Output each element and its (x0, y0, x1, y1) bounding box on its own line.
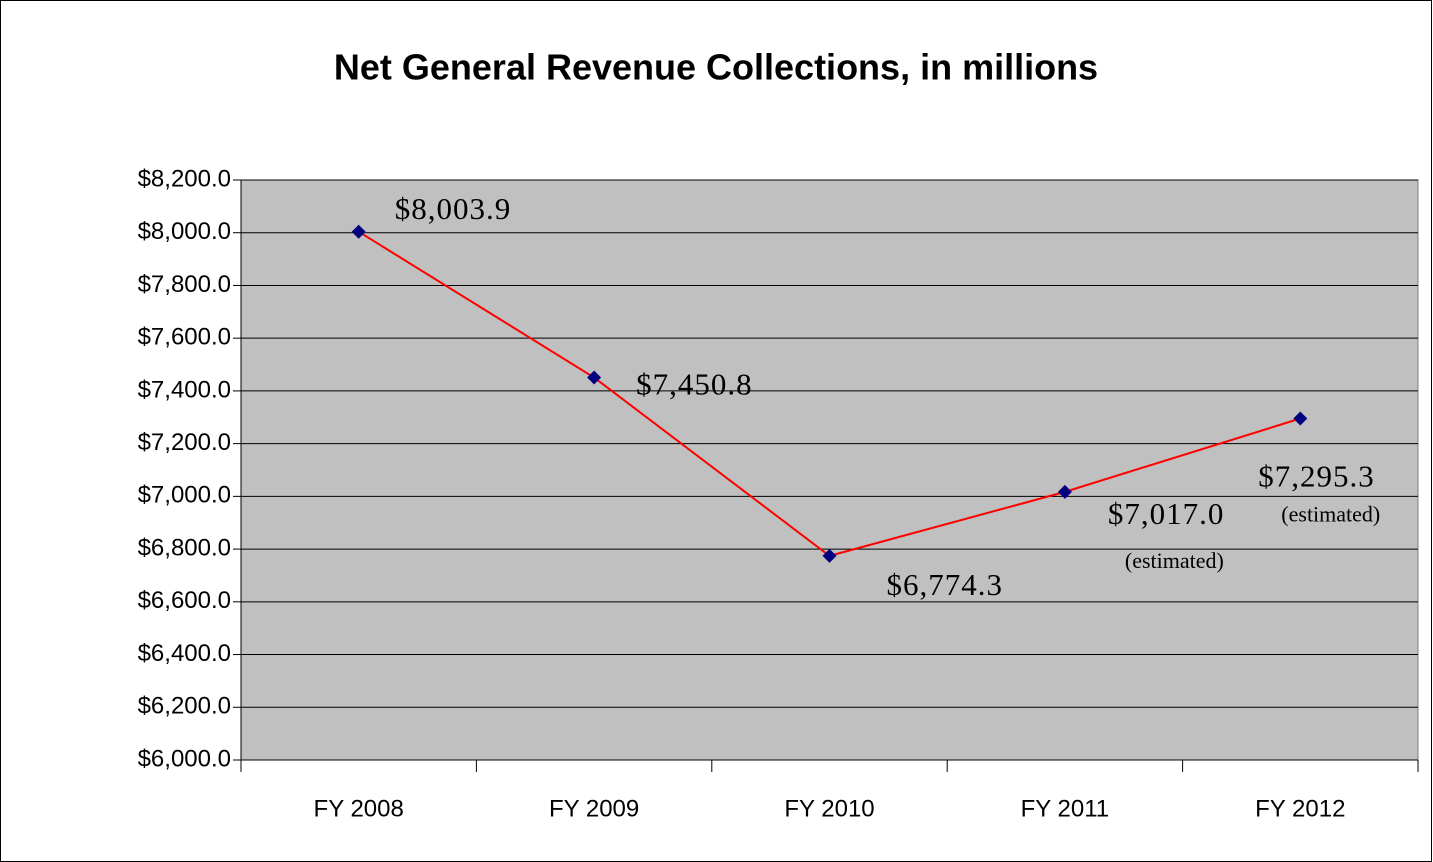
y-tick-label: $8,000.0 (138, 218, 231, 245)
plot-area (240, 179, 1419, 761)
x-tick-label: FY 2010 (784, 795, 874, 822)
marker (822, 548, 837, 563)
x-tick-label: FY 2011 (1021, 795, 1110, 822)
y-tick-label: $7,600.0 (138, 324, 231, 351)
y-tick-label: $6,800.0 (138, 534, 231, 561)
data-label: $7,295.3 (1258, 459, 1375, 494)
annotation: (estimated) (1281, 502, 1380, 527)
chart-title: Net General Revenue Collections, in mill… (334, 47, 1098, 88)
y-tick-label: $6,600.0 (138, 587, 231, 614)
y-tick-label: $6,000.0 (138, 745, 231, 772)
marker (1057, 484, 1072, 499)
y-tick-label: $6,200.0 (138, 693, 231, 720)
data-label: $7,450.8 (636, 367, 753, 402)
data-label: $8,003.9 (395, 191, 512, 226)
marker (351, 224, 366, 239)
y-tick-label: $7,400.0 (138, 376, 231, 403)
x-tick-label: FY 2012 (1255, 795, 1345, 822)
annotation: (estimated) (1125, 548, 1224, 573)
x-tick-label: FY 2009 (549, 795, 639, 822)
y-tick-label: $6,400.0 (138, 640, 231, 667)
marker (1293, 411, 1308, 426)
data-label: $7,017.0 (1108, 496, 1225, 531)
data-label: $6,774.3 (887, 567, 1004, 602)
marker (587, 370, 602, 385)
y-tick-label: $7,800.0 (138, 271, 231, 298)
y-tick-label: $7,200.0 (138, 429, 231, 456)
y-tick-label: $7,000.0 (138, 482, 231, 509)
y-tick-label: $8,200.0 (138, 165, 231, 192)
x-tick-label: FY 2008 (314, 795, 404, 822)
